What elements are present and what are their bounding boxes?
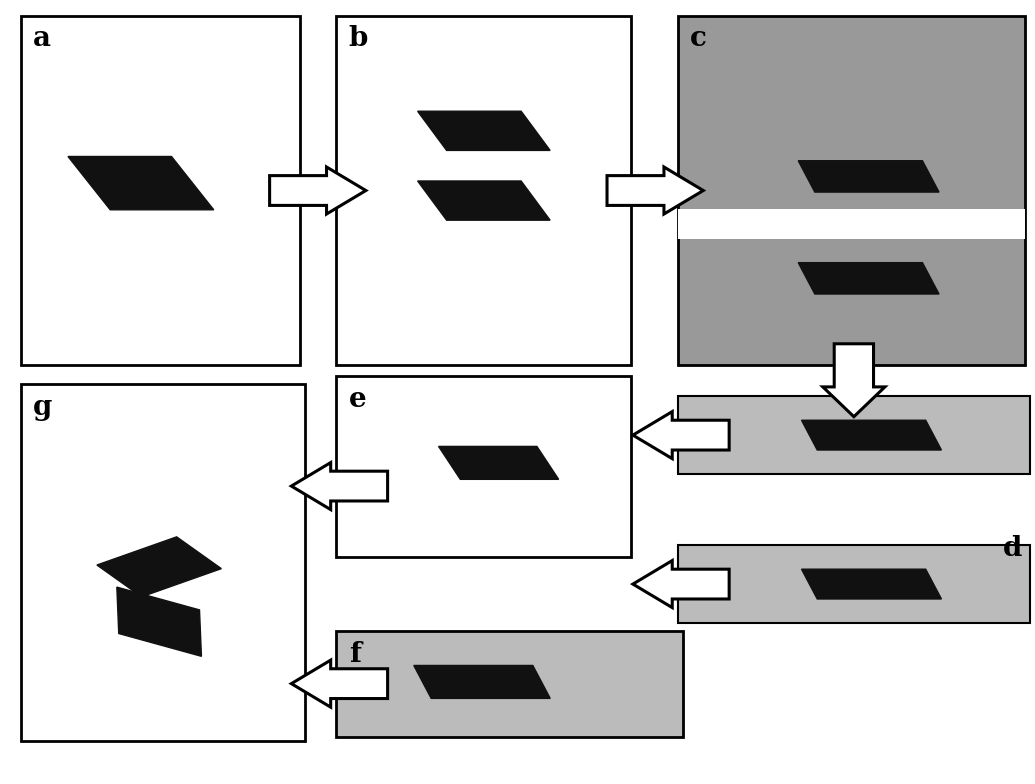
Polygon shape	[798, 263, 939, 294]
Text: f: f	[349, 641, 361, 667]
Bar	[678, 209, 1025, 239]
Bar	[678, 545, 1030, 623]
Polygon shape	[801, 420, 942, 450]
Polygon shape	[269, 167, 366, 214]
Bar	[21, 384, 305, 741]
Polygon shape	[414, 666, 551, 699]
Bar	[678, 16, 1025, 365]
Polygon shape	[292, 660, 387, 707]
Text: e: e	[349, 386, 366, 412]
Bar	[336, 16, 631, 365]
Polygon shape	[632, 412, 729, 459]
Bar	[21, 16, 300, 365]
Bar	[336, 376, 631, 557]
Polygon shape	[801, 569, 942, 599]
Polygon shape	[632, 561, 729, 608]
Polygon shape	[417, 111, 551, 151]
Polygon shape	[68, 157, 214, 210]
Polygon shape	[798, 161, 939, 192]
Text: g: g	[33, 394, 53, 420]
Polygon shape	[97, 537, 221, 597]
Polygon shape	[292, 463, 387, 510]
Text: c: c	[690, 25, 707, 52]
Text: a: a	[33, 25, 51, 52]
Polygon shape	[823, 343, 885, 417]
Polygon shape	[117, 587, 202, 656]
Text: d: d	[1003, 535, 1023, 562]
Polygon shape	[607, 167, 704, 214]
Bar	[678, 396, 1030, 474]
Text: b: b	[349, 25, 368, 52]
Polygon shape	[439, 446, 559, 479]
Bar	[336, 631, 683, 737]
Polygon shape	[417, 181, 551, 220]
